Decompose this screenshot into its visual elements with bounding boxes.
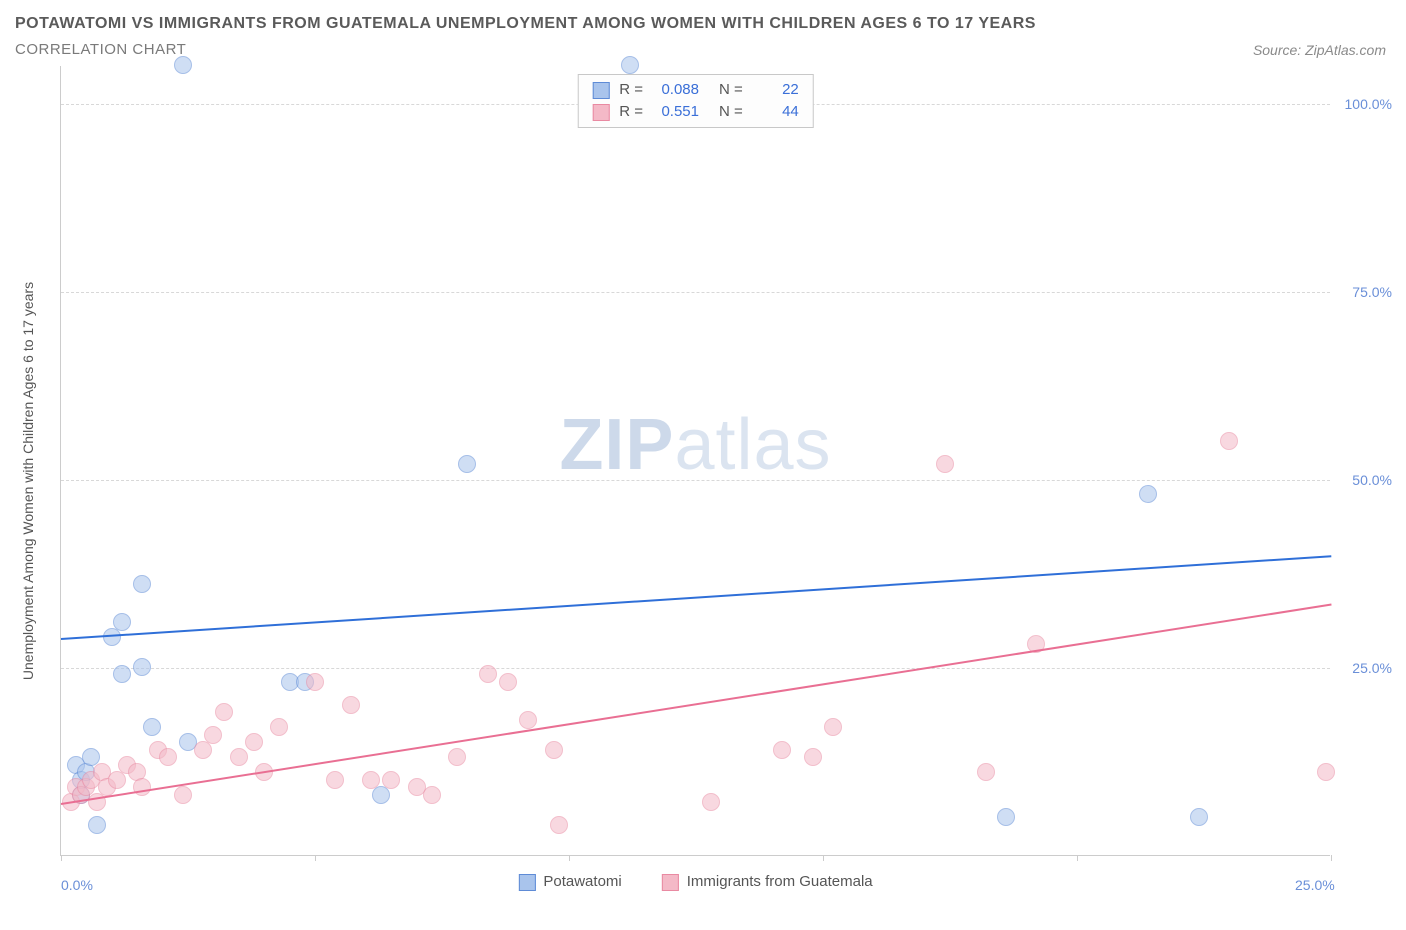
- scatter-point: [702, 793, 720, 811]
- scatter-point: [306, 673, 324, 691]
- scatter-point: [773, 741, 791, 759]
- scatter-point: [1317, 763, 1335, 781]
- stats-r-label: R =: [619, 101, 643, 123]
- x-tick: [315, 855, 316, 861]
- scatter-point: [174, 786, 192, 804]
- scatter-point: [372, 786, 390, 804]
- scatter-point: [382, 771, 400, 789]
- x-tick: [823, 855, 824, 861]
- source-name: ZipAtlas.com: [1305, 42, 1386, 58]
- scatter-point: [977, 763, 995, 781]
- scatter-point: [174, 56, 192, 74]
- y-tick-label: 100.0%: [1345, 96, 1392, 112]
- scatter-point: [458, 455, 476, 473]
- subtitle-row: CORRELATION CHART Source: ZipAtlas.com: [15, 41, 1386, 58]
- scatter-point: [550, 816, 568, 834]
- scatter-point: [362, 771, 380, 789]
- gridline: [61, 480, 1330, 481]
- bottom-legend: Potawatomi Immigrants from Guatemala: [518, 873, 872, 891]
- x-tick: [1331, 855, 1332, 861]
- scatter-point: [133, 575, 151, 593]
- source-attribution: Source: ZipAtlas.com: [1253, 42, 1386, 58]
- stats-r-label: R =: [619, 79, 643, 101]
- stats-row: R = 0.088 N = 22: [592, 79, 799, 101]
- x-tick: [1077, 855, 1078, 861]
- x-tick: [569, 855, 570, 861]
- stats-r-value: 0.088: [653, 79, 699, 101]
- stats-n-label: N =: [719, 101, 743, 123]
- scatter-point: [545, 741, 563, 759]
- scatter-point: [804, 748, 822, 766]
- chart-title-line1: POTAWATOMI VS IMMIGRANTS FROM GUATEMALA …: [15, 15, 1396, 33]
- scatter-point: [448, 748, 466, 766]
- stats-n-label: N =: [719, 79, 743, 101]
- scatter-point: [1139, 485, 1157, 503]
- stats-r-value: 0.551: [653, 101, 699, 123]
- gridline: [61, 668, 1330, 669]
- legend-label: Immigrants from Guatemala: [687, 873, 873, 890]
- y-tick-label: 75.0%: [1352, 284, 1392, 300]
- trend-line: [61, 555, 1331, 640]
- scatter-point: [479, 665, 497, 683]
- legend-item: Potawatomi: [518, 873, 621, 891]
- legend-swatch: [662, 874, 679, 891]
- watermark-rest: atlas: [674, 405, 831, 485]
- scatter-point: [499, 673, 517, 691]
- plot-area: ZIPatlas 25.0%50.0%75.0%100.0%0.0%25.0%R…: [60, 66, 1330, 856]
- stats-n-value: 44: [753, 101, 799, 123]
- legend-label: Potawatomi: [543, 873, 621, 890]
- scatter-point: [204, 726, 222, 744]
- scatter-point: [1190, 808, 1208, 826]
- scatter-point: [108, 771, 126, 789]
- scatter-point: [997, 808, 1015, 826]
- x-tick-label: 0.0%: [61, 877, 93, 893]
- source-prefix: Source:: [1253, 42, 1305, 58]
- stats-n-value: 22: [753, 79, 799, 101]
- scatter-point: [113, 613, 131, 631]
- x-tick-label: 25.0%: [1295, 877, 1335, 893]
- scatter-point: [88, 816, 106, 834]
- y-tick-label: 50.0%: [1352, 472, 1392, 488]
- scatter-point: [423, 786, 441, 804]
- scatter-point: [824, 718, 842, 736]
- legend-item: Immigrants from Guatemala: [662, 873, 873, 891]
- stats-box: R = 0.088 N = 22 R = 0.551 N = 44: [577, 74, 814, 128]
- legend-swatch: [518, 874, 535, 891]
- scatter-point: [159, 748, 177, 766]
- trend-line: [61, 604, 1331, 805]
- chart-title-line2: CORRELATION CHART: [15, 41, 186, 58]
- scatter-point: [936, 455, 954, 473]
- scatter-point: [113, 665, 131, 683]
- scatter-point: [621, 56, 639, 74]
- y-axis-label: Unemployment Among Women with Children A…: [20, 282, 36, 680]
- scatter-point: [143, 718, 161, 736]
- scatter-point: [342, 696, 360, 714]
- scatter-point: [194, 741, 212, 759]
- scatter-point: [519, 711, 537, 729]
- x-tick: [61, 855, 62, 861]
- scatter-point: [230, 748, 248, 766]
- legend-swatch: [592, 82, 609, 99]
- scatter-point: [1220, 432, 1238, 450]
- scatter-point: [215, 703, 233, 721]
- watermark-bold: ZIP: [559, 405, 674, 485]
- stats-row: R = 0.551 N = 44: [592, 101, 799, 123]
- scatter-point: [326, 771, 344, 789]
- gridline: [61, 292, 1330, 293]
- scatter-point: [245, 733, 263, 751]
- scatter-point: [133, 658, 151, 676]
- legend-swatch: [592, 104, 609, 121]
- scatter-point: [270, 718, 288, 736]
- scatter-point: [133, 778, 151, 796]
- chart-container: Unemployment Among Women with Children A…: [10, 66, 1396, 896]
- y-tick-label: 25.0%: [1352, 660, 1392, 676]
- watermark: ZIPatlas: [559, 404, 831, 486]
